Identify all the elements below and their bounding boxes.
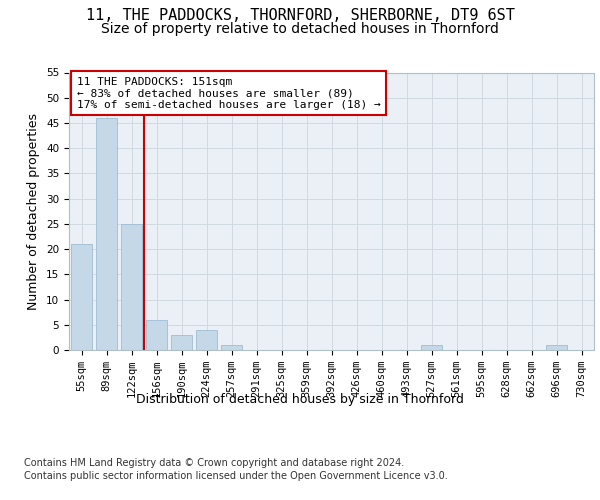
Bar xyxy=(71,244,92,350)
Bar xyxy=(196,330,217,350)
Y-axis label: Number of detached properties: Number of detached properties xyxy=(28,113,40,310)
Bar xyxy=(121,224,142,350)
Text: Contains HM Land Registry data © Crown copyright and database right 2024.
Contai: Contains HM Land Registry data © Crown c… xyxy=(24,458,448,480)
Text: 11 THE PADDOCKS: 151sqm
← 83% of detached houses are smaller (89)
17% of semi-de: 11 THE PADDOCKS: 151sqm ← 83% of detache… xyxy=(77,76,380,110)
Bar xyxy=(96,118,117,350)
Bar xyxy=(171,335,192,350)
Bar xyxy=(546,345,567,350)
Text: Size of property relative to detached houses in Thornford: Size of property relative to detached ho… xyxy=(101,22,499,36)
Bar xyxy=(146,320,167,350)
Text: 11, THE PADDOCKS, THORNFORD, SHERBORNE, DT9 6ST: 11, THE PADDOCKS, THORNFORD, SHERBORNE, … xyxy=(86,8,514,22)
Bar xyxy=(221,345,242,350)
Text: Distribution of detached houses by size in Thornford: Distribution of detached houses by size … xyxy=(136,392,464,406)
Bar xyxy=(421,345,442,350)
